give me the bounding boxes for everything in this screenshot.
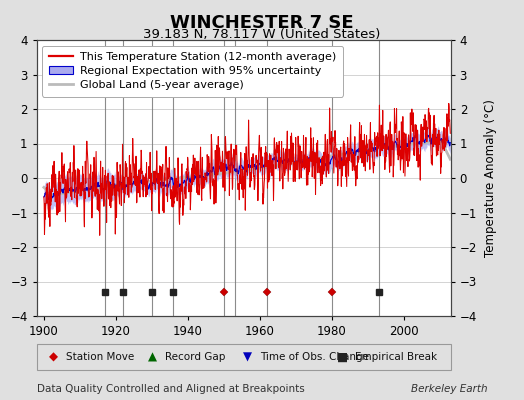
Text: 39.183 N, 78.117 W (United States): 39.183 N, 78.117 W (United States) [143,28,381,41]
Text: Data Quality Controlled and Aligned at Breakpoints: Data Quality Controlled and Aligned at B… [37,384,304,394]
Text: ◆: ◆ [49,350,58,364]
Text: Record Gap: Record Gap [165,352,225,362]
Y-axis label: Temperature Anomaly (°C): Temperature Anomaly (°C) [484,99,497,257]
Text: ■: ■ [337,350,348,364]
Text: WINCHESTER 7 SE: WINCHESTER 7 SE [170,14,354,32]
Text: Berkeley Earth: Berkeley Earth [411,384,487,394]
Text: Station Move: Station Move [66,352,134,362]
Text: Empirical Break: Empirical Break [355,352,438,362]
Text: ▲: ▲ [148,350,157,364]
Legend: This Temperature Station (12-month average), Regional Expectation with 95% uncer: This Temperature Station (12-month avera… [42,46,343,97]
Text: ▼: ▼ [243,350,252,364]
Text: Time of Obs. Change: Time of Obs. Change [260,352,369,362]
